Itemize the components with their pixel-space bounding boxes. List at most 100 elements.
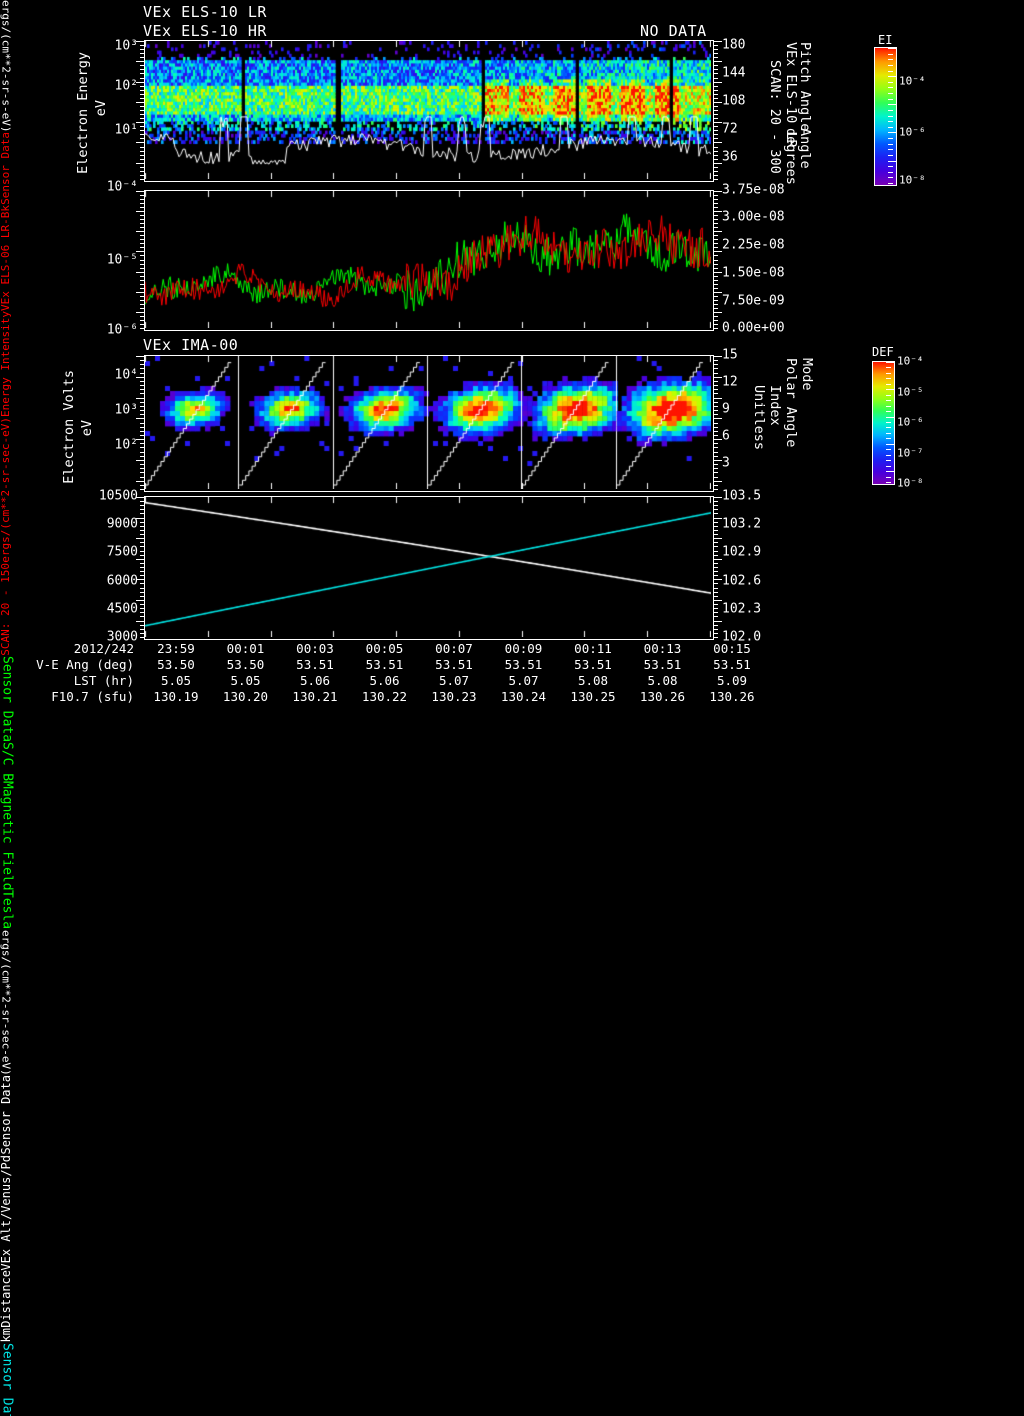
bottom-cell-r1-c6: 53.51 xyxy=(574,657,612,672)
panel3-left-label-b: eV xyxy=(79,420,95,437)
panel1-right-axis: 180 144 108 72 36 xyxy=(722,37,782,190)
panel1-left-axis-label-b: eV xyxy=(93,100,110,117)
panel4-right-tick-1: 103.2 xyxy=(722,516,762,532)
bottom-cell-r2-c6: 5.08 xyxy=(577,673,609,688)
bottom-cell-r1-c3: 53.51 xyxy=(365,657,404,672)
spectrogram-canvas-panel1 xyxy=(145,41,711,179)
axis-tick-ladder xyxy=(713,191,722,329)
panel1-right-label-e: SCAN: 20 - 300 xyxy=(767,60,784,174)
panel4-right-tick-4: 102.3 xyxy=(722,601,762,617)
colorbar-def-tick-2: 10⁻⁶ xyxy=(897,415,924,429)
panel1-right-label-c: Angle xyxy=(797,128,814,169)
colorbar-ei-unit: ergs/(cm**2-sr-s-eV) xyxy=(0,0,13,133)
bottom-cell-r3-c8: 130.26 xyxy=(709,689,755,704)
bottom-cell-r1-c7: 53.51 xyxy=(643,657,682,672)
panel2-right-axis: 3.75e-08 3.00e-08 2.25e-08 1.50e-08 7.50… xyxy=(722,183,802,336)
panel3-left-label-a: Electron Volts xyxy=(61,370,77,484)
axis-tick-ladder xyxy=(136,191,145,329)
panel1-right-tick-0: 180 xyxy=(722,37,746,53)
colorbar-def-label: DEF xyxy=(872,345,894,359)
bottom-cell-r2-c7: 5.08 xyxy=(647,673,678,688)
panel2-left-tick-0: 10⁻⁴ xyxy=(106,179,138,195)
panel3-left-tick-0: 10⁴ xyxy=(114,367,138,383)
panel3-left-tick-1: 10³ xyxy=(114,402,138,418)
line-canvas-panel2 xyxy=(145,191,711,328)
panel2-right-label-b: S/C B xyxy=(0,741,15,781)
colorbar-ei-tick-2: 10⁻⁸ xyxy=(899,173,926,187)
panel-altitude-sza xyxy=(144,496,714,640)
panel2-left-tick-1: 10⁻⁵ xyxy=(106,252,138,268)
bottom-cell-r2-c2: 5.06 xyxy=(299,673,331,688)
panel1-left-axis-units: eV xyxy=(80,100,123,149)
bottom-cell-r0-c3: 00:05 xyxy=(365,641,404,656)
panel1-left-tick-1: 10² xyxy=(114,78,138,94)
panel3-left-axis: 10⁴ 10³ 10² xyxy=(72,355,138,490)
axis-tick-ladder xyxy=(713,356,722,490)
panel3-right-tick-2: 9 xyxy=(722,401,730,417)
bottom-cell-r2-c0: 5.05 xyxy=(160,673,192,688)
axis-tick-ladder xyxy=(136,41,145,180)
bottom-cell-r3-c6: 130.25 xyxy=(570,689,616,704)
axis-tick-ladder xyxy=(136,497,145,638)
bottom-row-label-1: V-E Ang (deg) xyxy=(36,657,134,672)
panel2-left-label-a: Sensor Data xyxy=(0,132,12,206)
axis-tick-ladder xyxy=(713,41,722,180)
bottom-cell-r0-c8: 00:15 xyxy=(713,641,751,656)
panel3-title: VEx IMA-00 xyxy=(143,336,239,354)
colorbar-def xyxy=(872,361,895,485)
bottom-cell-r3-c4: 130.23 xyxy=(431,689,477,704)
bottom-cell-r3-c1: 130.20 xyxy=(222,689,269,704)
panel1-right-tick-2: 108 xyxy=(722,93,746,109)
panel4-left-label-d: km xyxy=(0,1328,13,1343)
colorbar-def-tick-3: 10⁻⁷ xyxy=(897,446,924,460)
panel4-left-tick-5: 3000 xyxy=(106,629,138,645)
panel4-left-tick-4: 4500 xyxy=(106,601,138,617)
bottom-cell-r3-c2: 130.21 xyxy=(292,689,338,704)
panel1-right-tick-1: 144 xyxy=(722,65,746,81)
bottom-cell-r3-c3: 130.22 xyxy=(361,689,408,704)
bottom-cell-r1-c5: 53.51 xyxy=(504,657,543,672)
colorbar-def-tick-1: 10⁻⁵ xyxy=(897,385,924,399)
panel4-left-axis: 10500 9000 7500 6000 4500 3000 xyxy=(70,489,138,645)
panel1-right-label-b: VEx ELS-10 LR xyxy=(783,42,800,148)
panel3-right-tick-4: 3 xyxy=(722,455,730,471)
colorbar-def-tick-4: 10⁻⁸ xyxy=(897,476,924,490)
colorbar-ei-label: EI xyxy=(878,33,893,47)
bottom-cell-r1-c1: 53.50 xyxy=(226,657,265,672)
panel1-left-tick-2: 10¹ xyxy=(114,122,138,138)
panel3-right-label-b: Polar Angle xyxy=(783,358,800,448)
bottom-cell-r1-c4: 53.51 xyxy=(435,657,473,672)
panel4-left-label-a: Sensor Data xyxy=(0,1075,13,1155)
panel2-left-axis: 10⁻⁴ 10⁻⁵ 10⁻⁶ xyxy=(78,180,138,338)
panel1-no-data-label: NO DATA xyxy=(640,22,707,40)
bottom-cell-r3-c5: 130.24 xyxy=(500,689,547,704)
bottom-cell-r0-c7: 00:13 xyxy=(643,641,682,656)
panel2-left-label-b: VEx ELS-06 LR-Bk xyxy=(0,205,12,312)
line-canvas-panel4 xyxy=(145,497,711,637)
panel1-left-axis: 10³ 10² 10¹ xyxy=(60,39,138,180)
bottom-cell-r0-c6: 00:11 xyxy=(574,641,612,656)
bottom-cell-r2-c3: 5.06 xyxy=(369,673,400,688)
panel1-right-tick-3: 72 xyxy=(722,121,738,137)
panel4-left-label-c: Distance xyxy=(0,1270,13,1329)
panel3-right-axis: 15 12 9 6 3 xyxy=(722,348,762,490)
panel2-right-tick-4: 7.50e-09 xyxy=(722,293,785,309)
colorbar-def-unit: ergs/(cm**2-sr-sec-eV) xyxy=(0,929,13,1076)
panel-ion-energy-spectrogram xyxy=(144,355,714,492)
panel3-right-tick-0: 15 xyxy=(722,347,738,363)
bottom-cell-r3-c0: 130.19 xyxy=(153,689,199,704)
colorbar-ei-tick-0: 10⁻⁴ xyxy=(899,74,926,88)
panel3-right-label-a: Mode xyxy=(799,358,816,391)
panel2-right-label-c: Magnetic Field xyxy=(0,780,15,891)
panel3-right-label-c: Index xyxy=(767,385,784,426)
bottom-cell-r2-c8: 5.09 xyxy=(716,673,748,688)
panel2-left-label-c: Energy Intensity xyxy=(0,311,12,418)
panel4-left-tick-3: 6000 xyxy=(106,573,138,589)
panel4-left-tick-0: 10500 xyxy=(98,488,138,504)
panel3-right-tick-1: 12 xyxy=(722,374,738,390)
colorbar-def-gradient xyxy=(873,362,894,484)
panel1-right-label-a: Pitch Angle xyxy=(797,42,814,132)
panel2-right-tick-2: 2.25e-08 xyxy=(722,237,785,253)
panel4-right-axis: 103.5 103.2 102.9 102.6 102.3 102.0 xyxy=(722,489,782,645)
panel1-right-tick-4: 36 xyxy=(722,149,738,165)
